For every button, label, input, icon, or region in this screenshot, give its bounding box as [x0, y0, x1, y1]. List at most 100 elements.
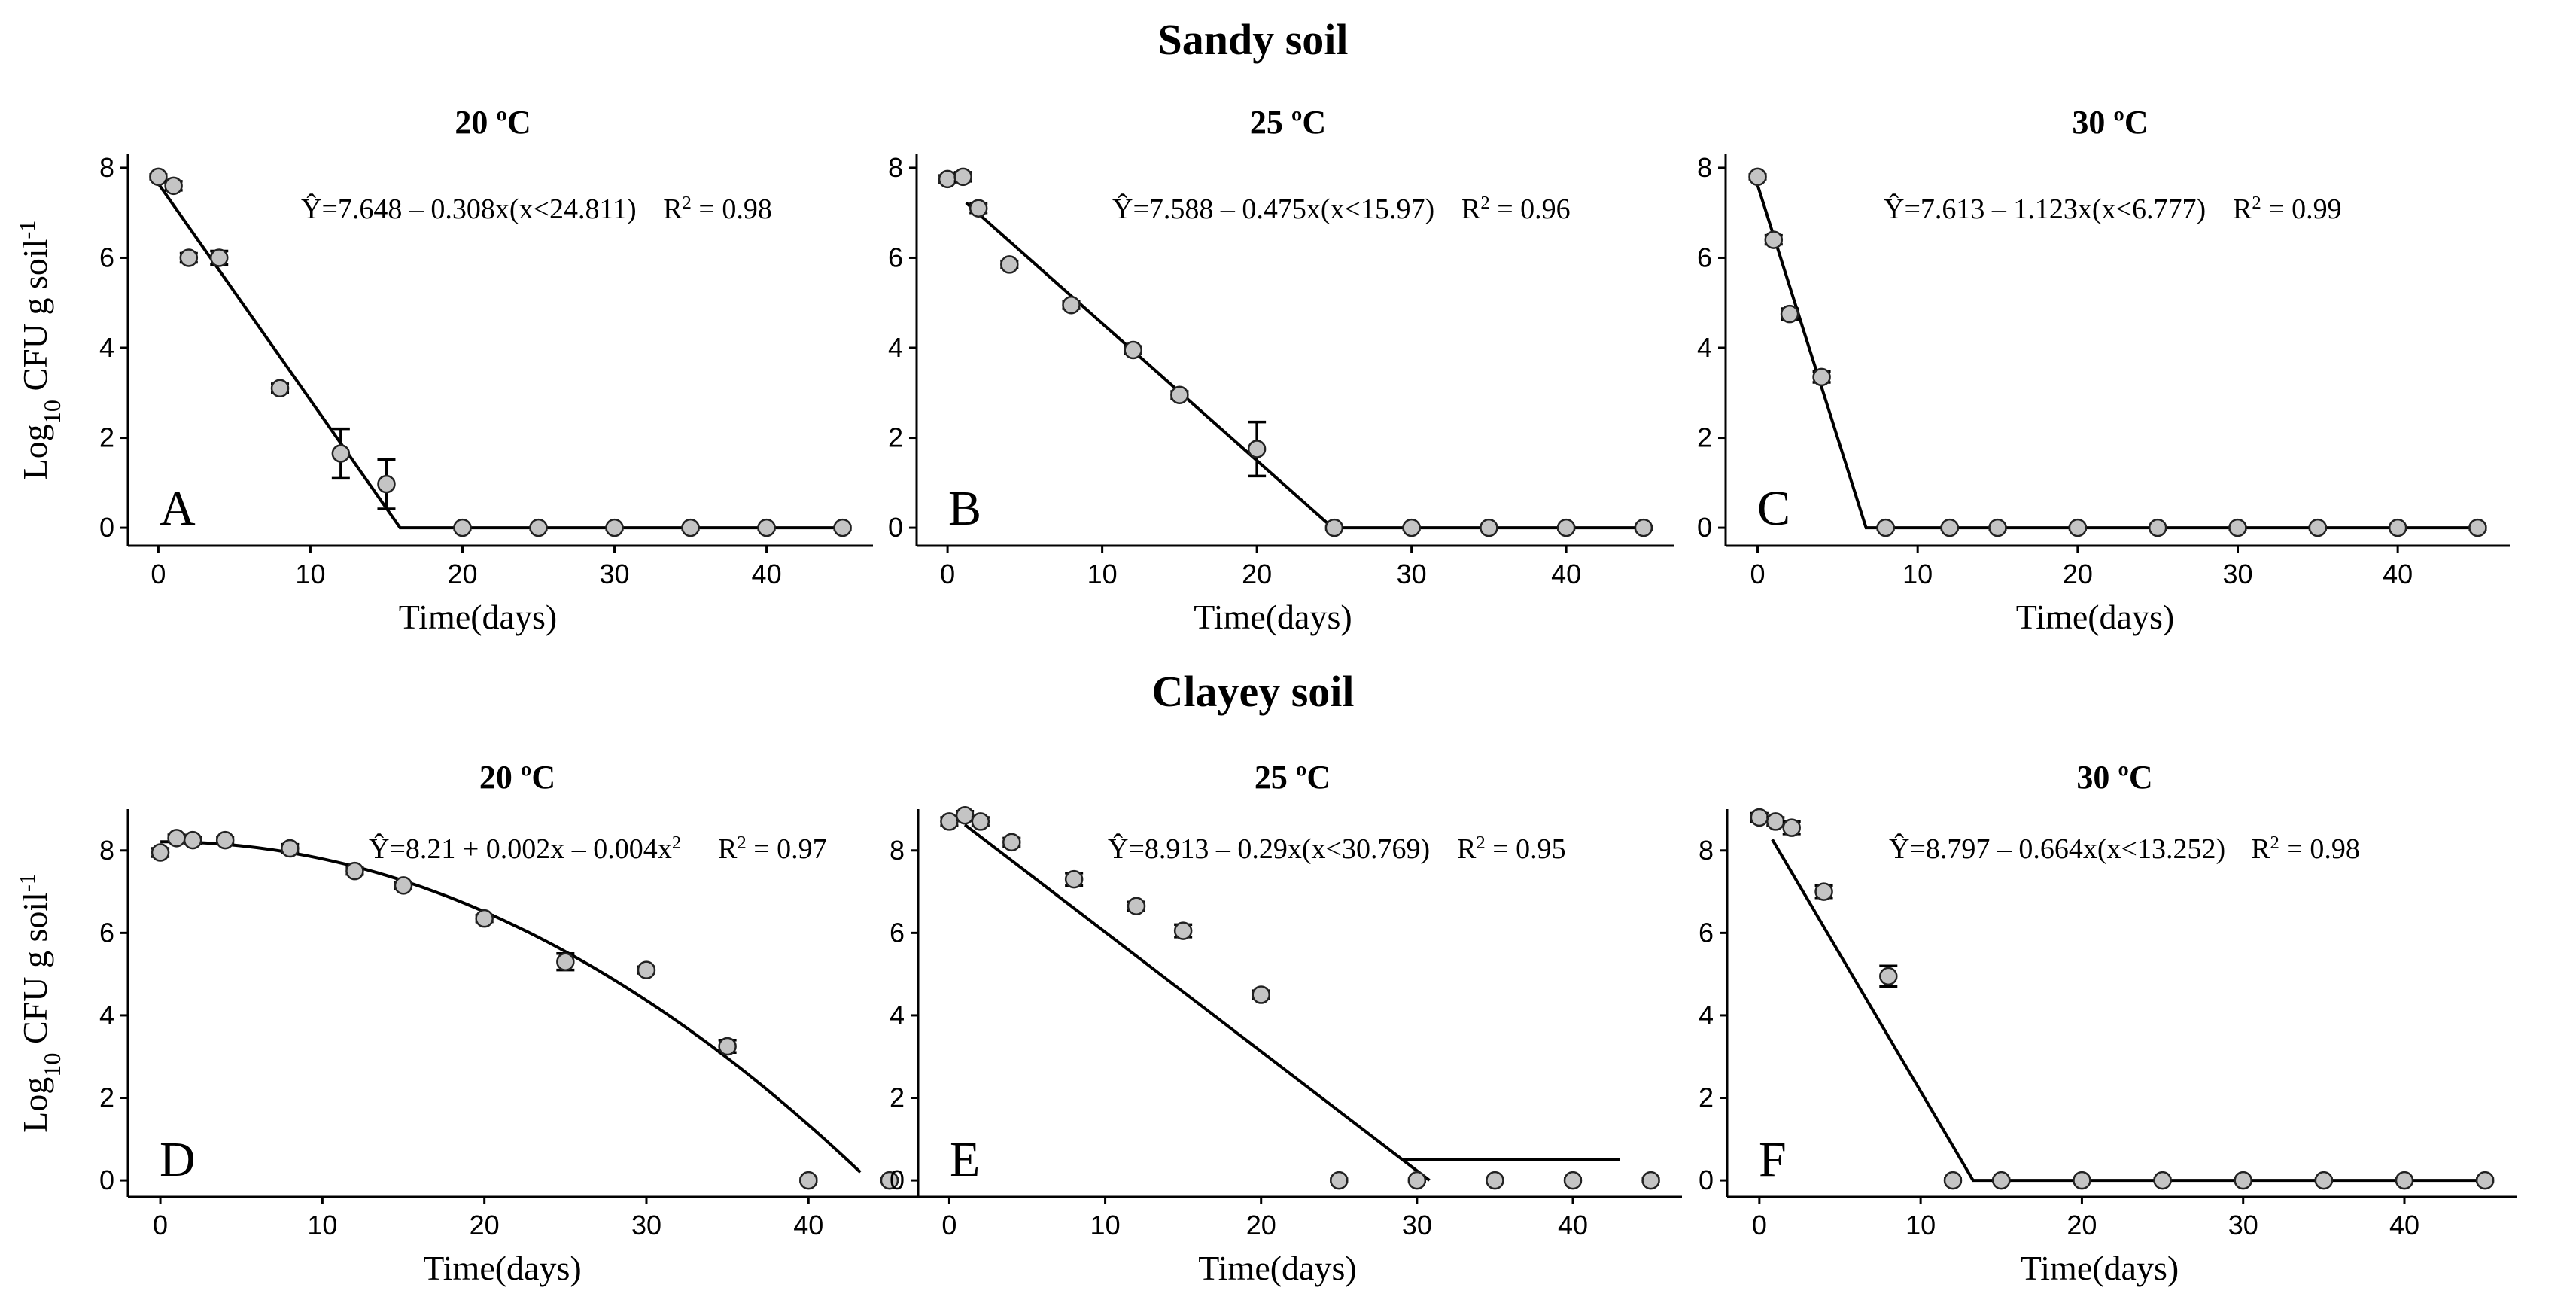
- data-point: [377, 474, 396, 494]
- data-point: [757, 518, 776, 537]
- data-point: [1940, 518, 1959, 537]
- data-point: [179, 248, 199, 267]
- data-point: [1127, 897, 1146, 915]
- x-tick-label: 0: [941, 1210, 956, 1241]
- data-point: [1173, 921, 1193, 940]
- data-point: [149, 167, 168, 187]
- data-point: [1407, 1171, 1427, 1190]
- data-point: [281, 839, 300, 858]
- x-axis-label: Time(days): [2016, 598, 2174, 636]
- r-squared-label: R2 = 0.98: [663, 193, 772, 226]
- y-tick-label: 2: [99, 422, 114, 453]
- panel-letter: D: [160, 1132, 196, 1187]
- x-tick-label: 0: [1750, 559, 1765, 589]
- data-point: [345, 861, 364, 881]
- data-point: [1780, 304, 1799, 324]
- y-tick-label: 2: [888, 422, 903, 453]
- y-tick-label: 6: [888, 242, 903, 272]
- panel-C: 0 2 4 6 8 0 10 20 30 40 30 ºC Time(days) C Ŷ=7.613 – …: [1697, 104, 2510, 636]
- y-tick-label: 2: [1699, 1082, 1714, 1113]
- data-point: [1324, 518, 1344, 537]
- equation-label: Ŷ=8.913 – 0.29x(x<30.769): [1108, 833, 1430, 865]
- x-tick-label: 20: [1246, 1210, 1276, 1241]
- data-point: [475, 909, 494, 928]
- y-tick-label: 8: [888, 152, 903, 183]
- x-tick-label: 0: [1752, 1210, 1767, 1241]
- data-point: [2228, 518, 2247, 537]
- panel-title: 30 ºC: [2076, 759, 2152, 796]
- panel-A: 0 2 4 6 8 0 10 20 30 40 20 ºC Time(days) Log10 CFU g…: [15, 104, 873, 636]
- data-point: [453, 518, 472, 537]
- y-tick-label: 6: [1697, 242, 1712, 272]
- x-axis-label: Time(days): [1194, 598, 1352, 636]
- data-point: [1252, 985, 1270, 1004]
- data-point: [1879, 967, 1898, 986]
- data-point: [955, 805, 975, 825]
- data-point: [1556, 518, 1576, 537]
- data-point: [971, 812, 990, 831]
- y-tick-label: 8: [1697, 152, 1712, 183]
- data-point: [681, 518, 700, 537]
- data-point: [1062, 295, 1081, 315]
- y-tick-label: 8: [890, 835, 905, 866]
- data-point: [1402, 518, 1421, 537]
- x-tick-label: 30: [2228, 1210, 2258, 1241]
- data-point: [164, 176, 183, 196]
- data-point: [1943, 1171, 1963, 1190]
- data-point: [2234, 1171, 2252, 1190]
- data-point: [1814, 882, 1833, 901]
- y-tick-label: 0: [1699, 1164, 1714, 1195]
- row-title-sandy: Sandy soil: [1157, 15, 1348, 64]
- y-tick-label: 2: [1697, 422, 1712, 453]
- y-tick-label: 4: [1697, 332, 1712, 363]
- y-tick-label: 6: [99, 242, 114, 272]
- y-tick-label: 0: [99, 1164, 114, 1195]
- y-tick-label: 4: [1699, 1000, 1714, 1030]
- data-point: [1330, 1171, 1349, 1190]
- panel-title: 20 ºC: [455, 104, 531, 141]
- data-point: [799, 1171, 818, 1190]
- data-point: [718, 1037, 737, 1056]
- data-point: [880, 1171, 899, 1190]
- data-point: [2475, 1171, 2495, 1190]
- y-tick-label: 4: [890, 1000, 905, 1030]
- x-tick-label: 20: [2067, 1210, 2097, 1241]
- x-tick-label: 30: [2222, 559, 2252, 589]
- fitted-line: [1756, 184, 2478, 530]
- panel-title: 20 ºC: [479, 759, 555, 796]
- r-squared-label: R2 = 0.95: [1457, 833, 1566, 866]
- equation-label: Ŷ=7.613 – 1.123x(x<6.777): [1884, 193, 2206, 225]
- fitted-line: [1771, 839, 2486, 1183]
- y-tick-label: 8: [99, 152, 114, 183]
- data-point: [2153, 1171, 2172, 1190]
- data-point: [167, 829, 186, 848]
- data-point: [1992, 1171, 2011, 1190]
- y-tick-label: 0: [1697, 512, 1712, 543]
- data-point: [938, 169, 957, 189]
- x-tick-label: 40: [752, 559, 782, 589]
- equation-label: Ŷ=7.648 – 0.308x(x<24.811): [301, 193, 637, 225]
- r-squared-label: R2 = 0.98: [2251, 833, 2360, 866]
- y-tick-label: 2: [99, 1082, 114, 1113]
- y-axis-label: Log10 CFU g soil-1: [15, 873, 66, 1133]
- equation-label: Ŷ=8.797 – 0.664x(x<13.252): [1889, 833, 2225, 865]
- row-title-clayey: Clayey soil: [1151, 667, 1354, 716]
- data-point: [556, 952, 575, 971]
- data-point: [940, 812, 959, 831]
- panel-title: 25 ºC: [1255, 759, 1331, 796]
- data-point: [1748, 167, 1767, 187]
- data-point: [833, 518, 852, 537]
- y-tick-label: 4: [99, 1000, 114, 1030]
- fitted-line: [160, 840, 862, 1174]
- data-point: [270, 379, 290, 398]
- data-point: [2308, 518, 2328, 537]
- data-point: [183, 830, 202, 850]
- data-point: [151, 843, 170, 862]
- data-point: [2068, 518, 2088, 537]
- x-tick-label: 20: [447, 559, 477, 589]
- data-point: [1876, 518, 1895, 537]
- r-squared-label: R2 = 0.96: [1461, 193, 1571, 226]
- y-tick-label: 0: [890, 1164, 905, 1195]
- x-tick-label: 10: [307, 1210, 337, 1241]
- x-tick-label: 10: [1090, 1210, 1121, 1241]
